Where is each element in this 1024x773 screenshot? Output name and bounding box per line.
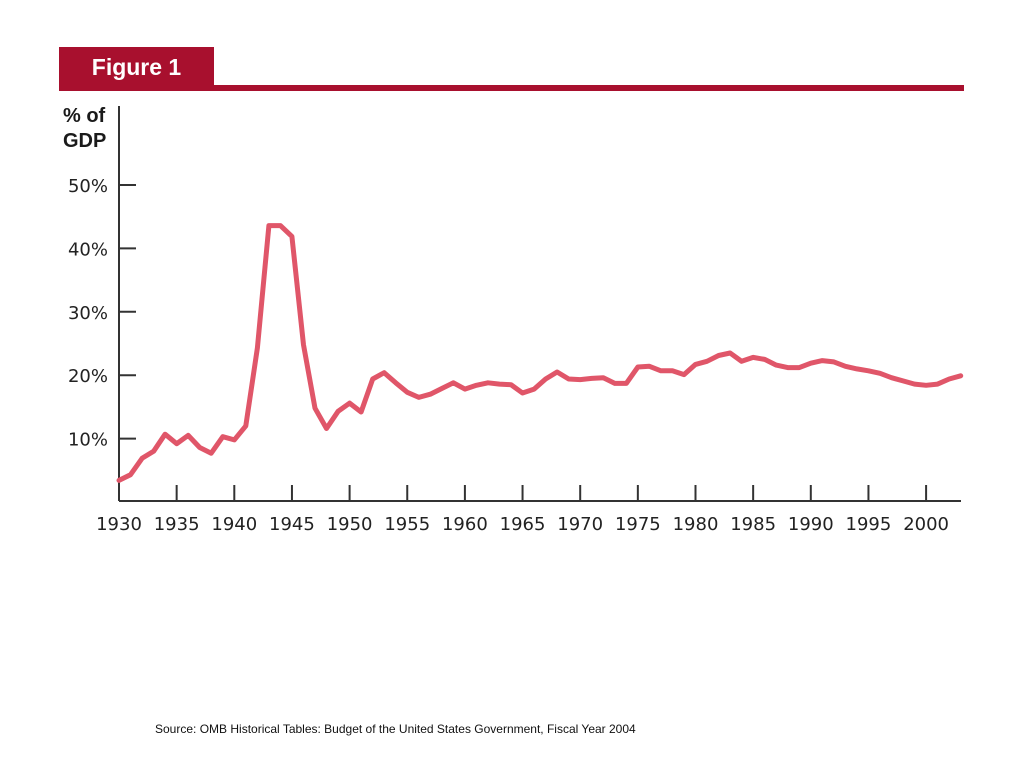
x-tick-label: 1970	[557, 514, 603, 535]
x-tick-label: 1960	[442, 514, 488, 535]
x-tick-label: 1945	[269, 514, 315, 535]
x-tick-label: 2000	[903, 514, 949, 535]
ticks: 10% 20% 30% 40% 50% 1930 1935 1940 1945 1950 1955 1…	[68, 176, 949, 535]
x-tick-label: 1985	[730, 514, 776, 535]
y-axis-label: % of GDP	[63, 105, 107, 152]
source-note: Source: OMB Historical Tables: Budget of…	[155, 722, 636, 736]
x-tick-label: 1955	[384, 514, 430, 535]
x-tick-label: 1940	[211, 514, 257, 535]
x-tick-label: 1995	[846, 514, 892, 535]
series-line	[116, 223, 964, 483]
x-tick-label: 1980	[673, 514, 719, 535]
x-tick-label: 1935	[154, 514, 200, 535]
x-tick-label: 1990	[788, 514, 834, 535]
header-rule	[59, 85, 964, 91]
y-tick-label: 40%	[68, 239, 108, 260]
y-tick-label: 20%	[68, 366, 108, 387]
y-tick-label: 50%	[68, 176, 108, 197]
x-tick-label: 1930	[96, 514, 142, 535]
y-tick-label: 30%	[68, 303, 108, 324]
figure-label: Figure 1	[59, 47, 214, 87]
series-group	[116, 223, 964, 483]
axes	[118, 106, 961, 502]
y-tick-label: 10%	[68, 430, 108, 451]
x-tick-label: 1950	[327, 514, 373, 535]
x-tick-label: 1975	[615, 514, 661, 535]
x-tick-label: 1965	[500, 514, 546, 535]
